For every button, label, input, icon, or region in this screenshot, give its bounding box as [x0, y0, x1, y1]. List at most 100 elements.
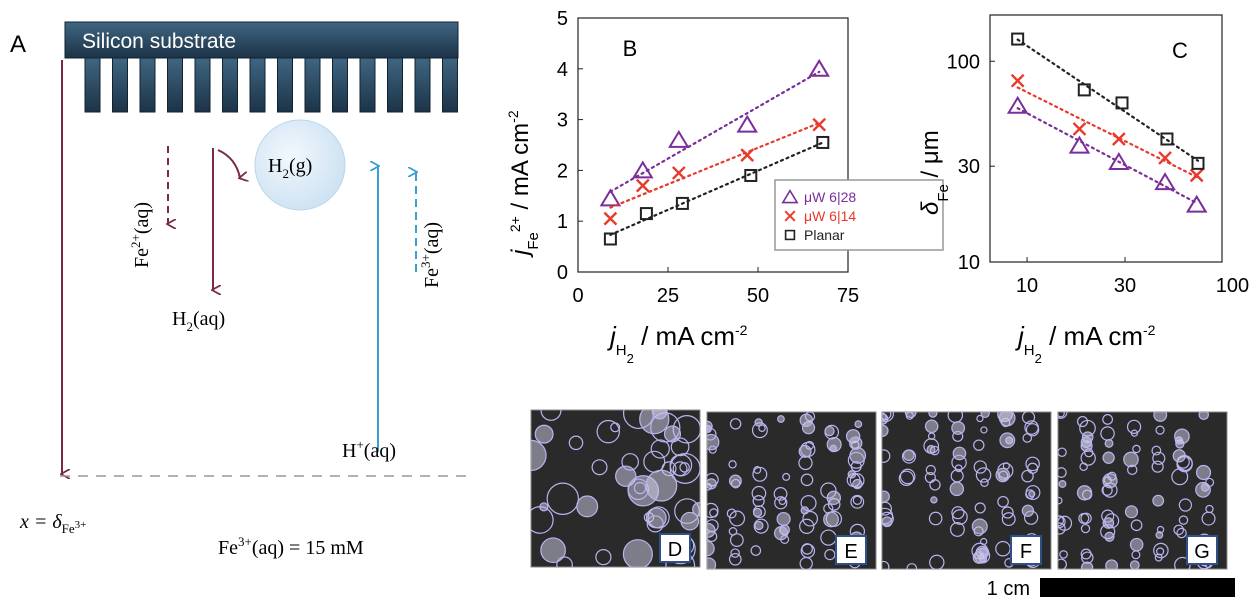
- chart: 0255075012345BjH2 / mA cm-2jFe2+ / mA cm…: [505, 8, 943, 366]
- pillar: [140, 58, 155, 112]
- label-part: H: [1024, 342, 1035, 359]
- bubble: [825, 427, 834, 436]
- bubble: [800, 414, 812, 426]
- y-tick-label: 3: [557, 110, 568, 132]
- y-tick-label: 4: [557, 59, 568, 81]
- bubble: [1197, 465, 1211, 479]
- label-part: -2: [1143, 322, 1156, 338]
- t: (aq): [364, 440, 396, 462]
- x-tick-label: 10: [1016, 275, 1038, 297]
- t: Fe: [218, 537, 238, 559]
- point: [813, 119, 825, 131]
- bubble: [855, 421, 862, 428]
- legend-label: μW 6|28: [804, 189, 856, 205]
- bubble: [878, 491, 889, 502]
- bubble: [1126, 506, 1138, 518]
- bubble: [1059, 481, 1066, 488]
- species-label: Fe3+(aq): [418, 222, 443, 288]
- species-label: H2(aq): [172, 308, 225, 334]
- bubble: [1130, 538, 1142, 550]
- t: (aq) = 15 mM: [252, 537, 364, 559]
- point: [817, 137, 828, 148]
- bubble: [877, 425, 888, 436]
- label-part: / mA cm: [634, 321, 735, 351]
- t: H: [342, 440, 356, 462]
- label-part: δ: [917, 201, 944, 215]
- y-tick-label: 10: [958, 252, 980, 274]
- t: 3+: [75, 519, 87, 531]
- label-part: 2: [1035, 351, 1042, 366]
- x-tick-label: 75: [837, 285, 859, 307]
- point: [604, 213, 616, 225]
- bubble: [703, 434, 718, 449]
- label-part: -2: [735, 322, 748, 338]
- t: (aq): [193, 308, 225, 330]
- bubble: [950, 482, 963, 495]
- pillar: [195, 58, 210, 112]
- t: 3+: [418, 254, 433, 268]
- t: 2+: [128, 234, 143, 248]
- bubble: [952, 422, 965, 435]
- t: (aq): [421, 222, 443, 254]
- point: [741, 149, 753, 161]
- x-tick-label: 100: [1216, 275, 1249, 297]
- x-tick-label: 0: [572, 285, 583, 307]
- pillar: [250, 58, 265, 112]
- t: H: [268, 155, 282, 177]
- bubble: [824, 512, 839, 527]
- label-part: / mA cm: [1042, 321, 1143, 351]
- bubble: [1154, 409, 1167, 422]
- bubble: [1124, 452, 1138, 466]
- y-tick-label: 30: [958, 156, 980, 178]
- t: 3+: [238, 534, 252, 549]
- x-axis-label: jH2 / mA cm-2: [607, 321, 748, 366]
- bubble: [973, 552, 985, 564]
- bubble: [1106, 560, 1118, 572]
- label-part: Fe: [525, 232, 542, 250]
- x-axis-label: jH2 / mA cm-2: [1015, 321, 1156, 366]
- photo-label: E: [844, 541, 857, 563]
- pillar: [415, 58, 430, 112]
- bubble: [652, 404, 667, 419]
- label-part: -2: [505, 110, 521, 123]
- bubble: [755, 521, 763, 529]
- bubble: [1175, 429, 1190, 444]
- photos: DEFG: [516, 398, 1227, 580]
- bubble: [706, 479, 716, 489]
- t: H: [172, 308, 186, 330]
- legend-label: Planar: [804, 227, 845, 243]
- bubble: [1103, 474, 1117, 488]
- photo-label: G: [1194, 541, 1210, 563]
- bubble: [848, 471, 855, 478]
- pillar: [223, 58, 238, 112]
- bubble: [827, 491, 840, 504]
- x-tick-label: 50: [747, 285, 769, 307]
- pillars: [85, 58, 458, 112]
- t: Fe: [131, 248, 153, 268]
- bubble: [925, 420, 937, 432]
- t: +: [356, 437, 363, 452]
- point: [738, 117, 756, 132]
- species-label: Fe2+(aq): [128, 202, 153, 268]
- bubble: [640, 405, 669, 434]
- y-tick-label: 0: [557, 262, 568, 284]
- pillar: [305, 58, 320, 112]
- bubble: [700, 541, 714, 555]
- panel-label: C: [1172, 38, 1188, 63]
- bubble: [931, 497, 937, 503]
- scale-bar: [1040, 578, 1235, 597]
- figure: A Silicon substrate Fe2+(aq) H2(g) H2(aq…: [0, 0, 1253, 603]
- pillar: [168, 58, 183, 112]
- bubble: [853, 480, 862, 489]
- t: Fe: [62, 521, 75, 536]
- label-part: / μm: [917, 130, 944, 184]
- bubble: [778, 416, 785, 423]
- pillar: [85, 58, 100, 112]
- bubble: [830, 445, 836, 451]
- t: Fe: [421, 268, 443, 288]
- y-tick-label: 5: [557, 8, 568, 30]
- panel-label: A: [10, 31, 26, 58]
- point: [1191, 169, 1203, 181]
- t: (g): [289, 155, 312, 177]
- point: [1188, 197, 1206, 212]
